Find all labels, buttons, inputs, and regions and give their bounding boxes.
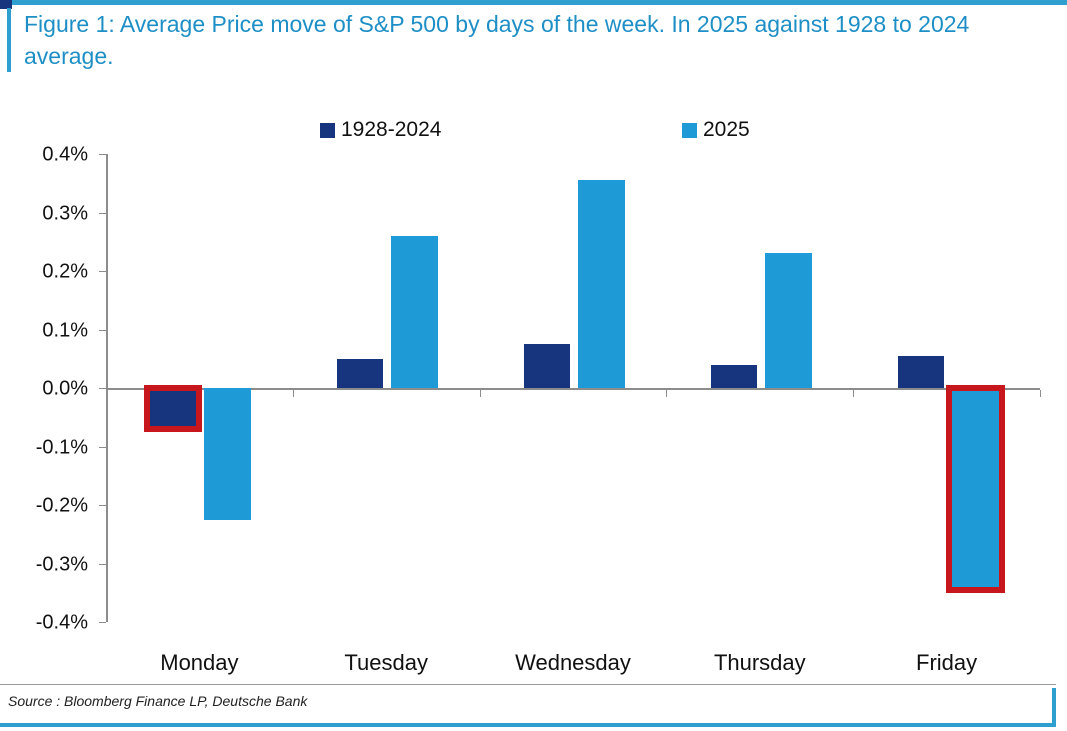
y-axis-tick [99,622,106,623]
top-left-corner-mark [0,0,12,9]
figure-title-block: Figure 1: Average Price move of S&P 500 … [7,8,1057,72]
source-attribution: Source : Bloomberg Finance LP, Deutsche … [8,693,308,709]
x-axis-tick [853,390,855,397]
x-axis-label-friday: Friday [916,650,978,675]
x-axis-zero-line [106,388,1040,390]
bar-1928-2024-thursday [711,365,757,388]
figure-title: Figure 1: Average Price move of S&P 500 … [24,11,970,69]
y-axis-tick [99,563,106,565]
bar-1928-2024-wednesday [524,344,570,388]
x-axis-label-tuesday: Tuesday [344,650,428,675]
legend-swatch-icon [682,122,697,138]
x-axis-label-thursday: Thursday [713,650,806,675]
bar-2025-thursday [765,253,812,388]
y-axis-tick-label: 0.2% [42,260,88,283]
highlight-box-monday [144,385,202,432]
y-axis-tick-label: -0.1% [35,436,88,458]
bar-1928-2024-tuesday [337,359,383,388]
y-axis-tick [99,271,106,272]
legend-item-2025: 2025 [682,118,750,142]
y-axis-tick-label: -0.2% [35,494,88,517]
x-axis-tick [666,390,668,397]
bar-1928-2024-monday [150,388,196,426]
y-axis-tick-label: 0.0% [42,377,88,400]
bottom-right-corner-rule [1052,688,1056,727]
y-axis-tick [99,388,106,389]
highlight-box-friday [946,385,1005,593]
x-axis-tick [1040,390,1041,397]
top-divider-rule [0,0,1067,5]
bottom-divider-rule [0,723,1056,727]
y-axis-tick-label: 0.1% [42,319,88,341]
y-axis-tick-label: 0.3% [42,202,88,224]
bar-2025-monday [204,388,251,520]
legend-label: 2025 [703,118,750,141]
bar-2025-tuesday [391,236,438,388]
bar-2025-wednesday [578,180,625,388]
legend-swatch-icon [320,122,335,138]
y-axis-tick-label: -0.4% [35,611,88,634]
y-axis-tick [99,446,106,448]
y-axis-tick-label: -0.3% [35,553,88,575]
y-axis-tick [99,212,106,214]
y-axis-tick [99,154,106,155]
y-axis-tick [99,505,106,506]
bar-1928-2024-friday [898,356,944,388]
bar-2025-friday [952,388,999,587]
x-axis-tick [292,390,294,397]
y-axis-tick-label: 0.4% [42,143,88,166]
y-axis-tick [99,329,106,331]
x-axis-label-wednesday: Wednesday [515,650,631,675]
x-axis-label-monday: Monday [160,650,239,675]
legend-item-1928-2024: 1928-2024 [320,118,441,142]
x-axis-tick [479,390,481,397]
legend-label: 1928-2024 [341,118,442,141]
footer-divider-line [0,684,1056,685]
